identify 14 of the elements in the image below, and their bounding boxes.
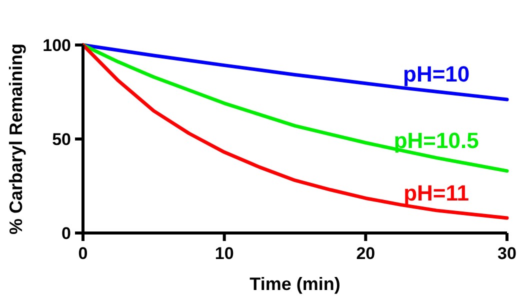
x-tick-label: 10 bbox=[214, 244, 234, 263]
x-tick-label: 20 bbox=[356, 244, 376, 263]
series-label: pH=10.5 bbox=[394, 128, 479, 153]
x-tick-label: 0 bbox=[78, 244, 88, 263]
x-axis-title: Time (min) bbox=[250, 274, 340, 294]
y-tick-label: 0 bbox=[62, 224, 71, 243]
line-series bbox=[81, 43, 509, 220]
series-label: pH=11 bbox=[404, 180, 470, 206]
series-label: pH=10 bbox=[403, 62, 470, 87]
y-axis-title: % Carbaryl Remaining bbox=[6, 43, 26, 235]
y-tick-label: 50 bbox=[52, 130, 71, 149]
line-series bbox=[81, 43, 509, 173]
x-tick-label: 30 bbox=[498, 244, 516, 263]
y-tick-label: 100 bbox=[42, 36, 71, 55]
